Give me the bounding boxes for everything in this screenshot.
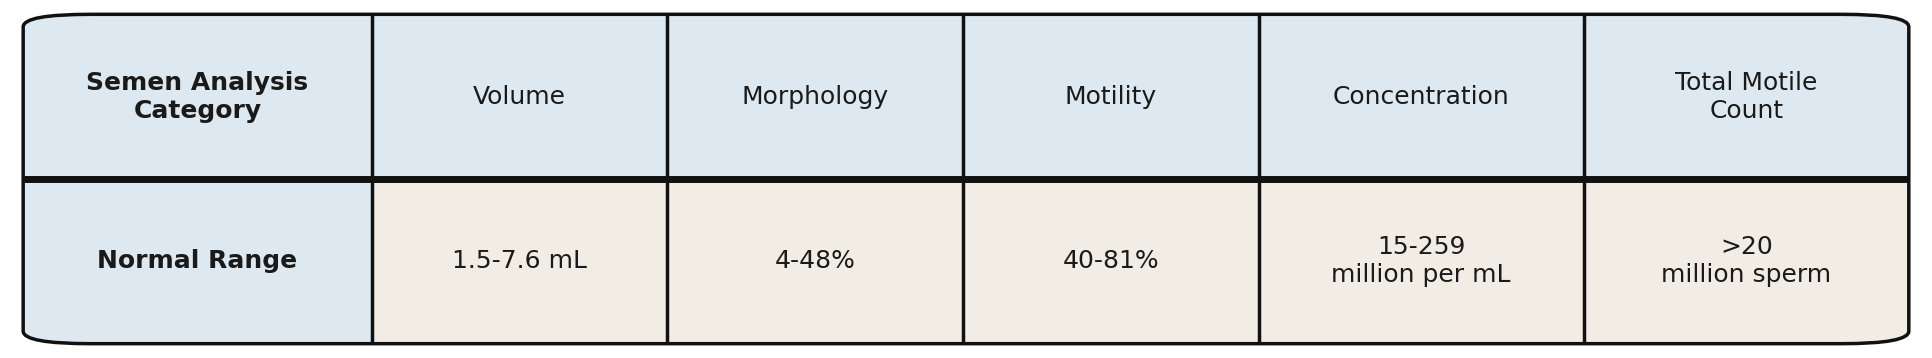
Text: 4-48%: 4-48% — [775, 249, 856, 274]
Bar — [373, 179, 667, 344]
Text: Morphology: Morphology — [742, 84, 889, 109]
Text: Volume: Volume — [473, 84, 566, 109]
Text: 1.5-7.6 mL: 1.5-7.6 mL — [452, 249, 587, 274]
Text: Normal Range: Normal Range — [97, 249, 298, 274]
Text: Motility: Motility — [1065, 84, 1157, 109]
Text: Semen Analysis
Category: Semen Analysis Category — [87, 71, 309, 122]
Bar — [962, 179, 1258, 344]
Text: Total Motile
Count: Total Motile Count — [1675, 71, 1818, 122]
Bar — [1584, 179, 1909, 344]
Text: 15-259
million per mL: 15-259 million per mL — [1331, 236, 1511, 287]
Text: 40-81%: 40-81% — [1063, 249, 1159, 274]
Text: >20
million sperm: >20 million sperm — [1662, 236, 1832, 287]
Text: Concentration: Concentration — [1333, 84, 1509, 109]
Bar — [1258, 179, 1584, 344]
Bar — [667, 179, 962, 344]
FancyBboxPatch shape — [23, 14, 1909, 344]
